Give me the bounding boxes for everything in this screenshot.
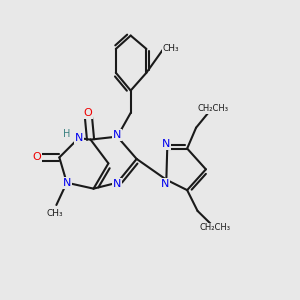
Text: CH₃: CH₃ xyxy=(46,209,63,218)
Text: N: N xyxy=(74,133,83,143)
Text: O: O xyxy=(32,152,41,162)
Text: CH₂CH₃: CH₂CH₃ xyxy=(197,104,229,113)
Text: O: O xyxy=(84,108,93,118)
Text: H: H xyxy=(63,129,70,139)
Text: N: N xyxy=(63,178,71,188)
Text: N: N xyxy=(161,179,169,189)
Text: CH₂CH₃: CH₂CH₃ xyxy=(200,224,231,232)
Text: N: N xyxy=(113,179,122,189)
Text: CH₃: CH₃ xyxy=(163,44,179,53)
Text: N: N xyxy=(162,139,170,149)
Text: N: N xyxy=(113,130,122,140)
